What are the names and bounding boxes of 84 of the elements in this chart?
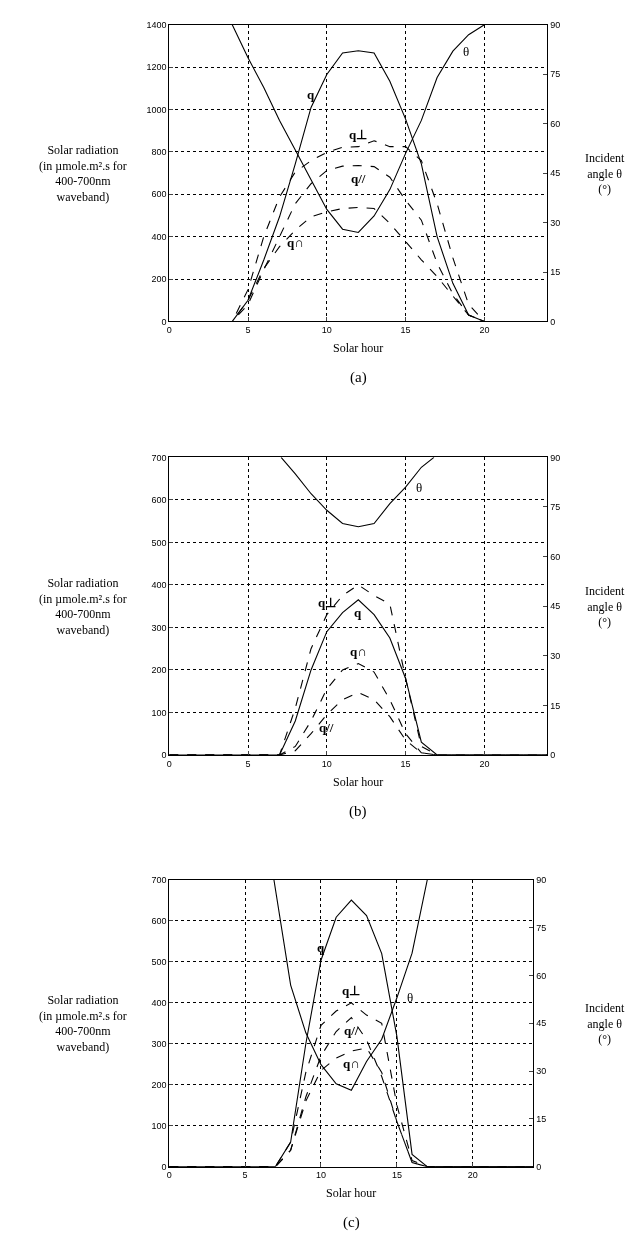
y-tick-label: 400 xyxy=(151,231,167,242)
y-tick-label: 500 xyxy=(151,957,167,968)
x-axis-title: Solar hour xyxy=(333,775,384,789)
x-tick-label: 5 xyxy=(245,758,251,769)
x-tick-label: 20 xyxy=(467,1170,478,1181)
series-label: θ xyxy=(463,44,470,59)
x-axis-title: Solar hour xyxy=(326,1186,377,1200)
series-label: q⊥ xyxy=(349,127,368,142)
x-tick-label: 15 xyxy=(400,758,411,769)
y-axis-title: Solar radiation (in µmole.m².s for 400-700nm waveband) xyxy=(39,143,127,204)
y-tick-label: 200 xyxy=(151,1079,167,1090)
text: (b) xyxy=(349,803,367,820)
y2-tick-label: 75 xyxy=(536,922,547,933)
series-label: q// xyxy=(319,720,334,735)
y2-tick-label: 0 xyxy=(550,750,556,761)
x-axis-title: Solar hour xyxy=(333,341,384,355)
y2-axis-title: Incident angle θ (°) xyxy=(585,151,625,197)
y-axis-title: Solar radiation (in µmole.m².s for 400-700nm waveband) xyxy=(39,576,127,637)
series-label: q∩ xyxy=(343,1056,360,1071)
y-tick-label: 800 xyxy=(151,147,167,158)
x-tick-label: 15 xyxy=(400,325,411,336)
series-label: q// xyxy=(344,1023,359,1038)
y-tick-label: 600 xyxy=(151,916,167,927)
y2-tick-label: 30 xyxy=(550,217,561,228)
y-tick-label: 500 xyxy=(151,537,167,548)
x-tick-label: 10 xyxy=(315,1170,326,1181)
y-tick-label: 1000 xyxy=(146,104,167,115)
series-label: q⊥ xyxy=(318,595,337,610)
y2-tick-label: 90 xyxy=(550,19,561,30)
y-tick-label: 1200 xyxy=(146,62,167,73)
series-label: q xyxy=(317,940,325,955)
series-label: θ xyxy=(407,990,414,1005)
y2-tick-label: 60 xyxy=(550,118,561,129)
x-tick-label: 5 xyxy=(242,1170,248,1181)
y-tick-label: 300 xyxy=(151,1038,167,1049)
y2-tick-label: 15 xyxy=(550,700,561,711)
y2-tick-label: 60 xyxy=(550,551,561,562)
y2-tick-label: 45 xyxy=(550,601,561,612)
y-tick-label: 400 xyxy=(151,580,167,591)
y-tick-label: 600 xyxy=(151,189,167,200)
series-label: q// xyxy=(351,171,366,186)
y2-tick-label: 30 xyxy=(536,1066,547,1077)
series-label: q⊥ xyxy=(342,983,361,998)
y2-tick-label: 30 xyxy=(550,650,561,661)
y2-tick-label: 0 xyxy=(550,316,556,327)
y2-tick-label: 15 xyxy=(536,1114,547,1125)
series-label: q∩ xyxy=(287,235,304,250)
y-tick-label: 100 xyxy=(151,707,167,718)
y2-axis-title: Incident angle θ (°) xyxy=(585,584,625,630)
y2-tick-label: 15 xyxy=(550,267,561,278)
y-tick-label: 700 xyxy=(151,452,167,463)
series-label: q xyxy=(307,87,315,102)
y-tick-label: 700 xyxy=(151,875,167,886)
series-label: q∩ xyxy=(350,644,367,659)
y2-tick-label: 75 xyxy=(550,69,561,80)
y-tick-label: 400 xyxy=(151,997,167,1008)
y-tick-label: 300 xyxy=(151,622,167,633)
y-axis-title: Solar radiation (in µmole.m².s for 400-700nm waveband) xyxy=(39,993,127,1054)
y-tick-label: 600 xyxy=(151,495,167,506)
y-tick-label: 200 xyxy=(151,665,167,676)
y2-tick-label: 45 xyxy=(536,1018,547,1029)
y2-tick-label: 90 xyxy=(550,452,561,463)
x-tick-label: 10 xyxy=(321,758,332,769)
series-label: θ xyxy=(416,480,423,495)
y-tick-label: 100 xyxy=(151,1120,167,1131)
x-tick-label: 20 xyxy=(479,758,490,769)
x-tick-label: 5 xyxy=(245,325,251,336)
text: (a) xyxy=(350,369,367,386)
y-tick-label: 0 xyxy=(161,316,167,327)
x-tick-label: 20 xyxy=(479,325,490,336)
y2-tick-label: 60 xyxy=(536,970,547,981)
y-tick-label: 0 xyxy=(161,750,167,761)
y2-tick-label: 45 xyxy=(550,168,561,179)
y-tick-label: 1400 xyxy=(146,19,167,30)
y2-axis-title: Incident angle θ (°) xyxy=(585,1001,625,1047)
y-tick-label: 200 xyxy=(151,274,167,285)
y2-tick-label: 0 xyxy=(536,1161,542,1172)
y-tick-label: 0 xyxy=(161,1161,167,1172)
y2-tick-label: 90 xyxy=(536,875,547,886)
x-tick-label: 10 xyxy=(321,325,332,336)
text: (c) xyxy=(343,1214,360,1231)
x-tick-label: 15 xyxy=(391,1170,402,1181)
y2-tick-label: 75 xyxy=(550,502,561,513)
series-label: q xyxy=(354,605,362,620)
